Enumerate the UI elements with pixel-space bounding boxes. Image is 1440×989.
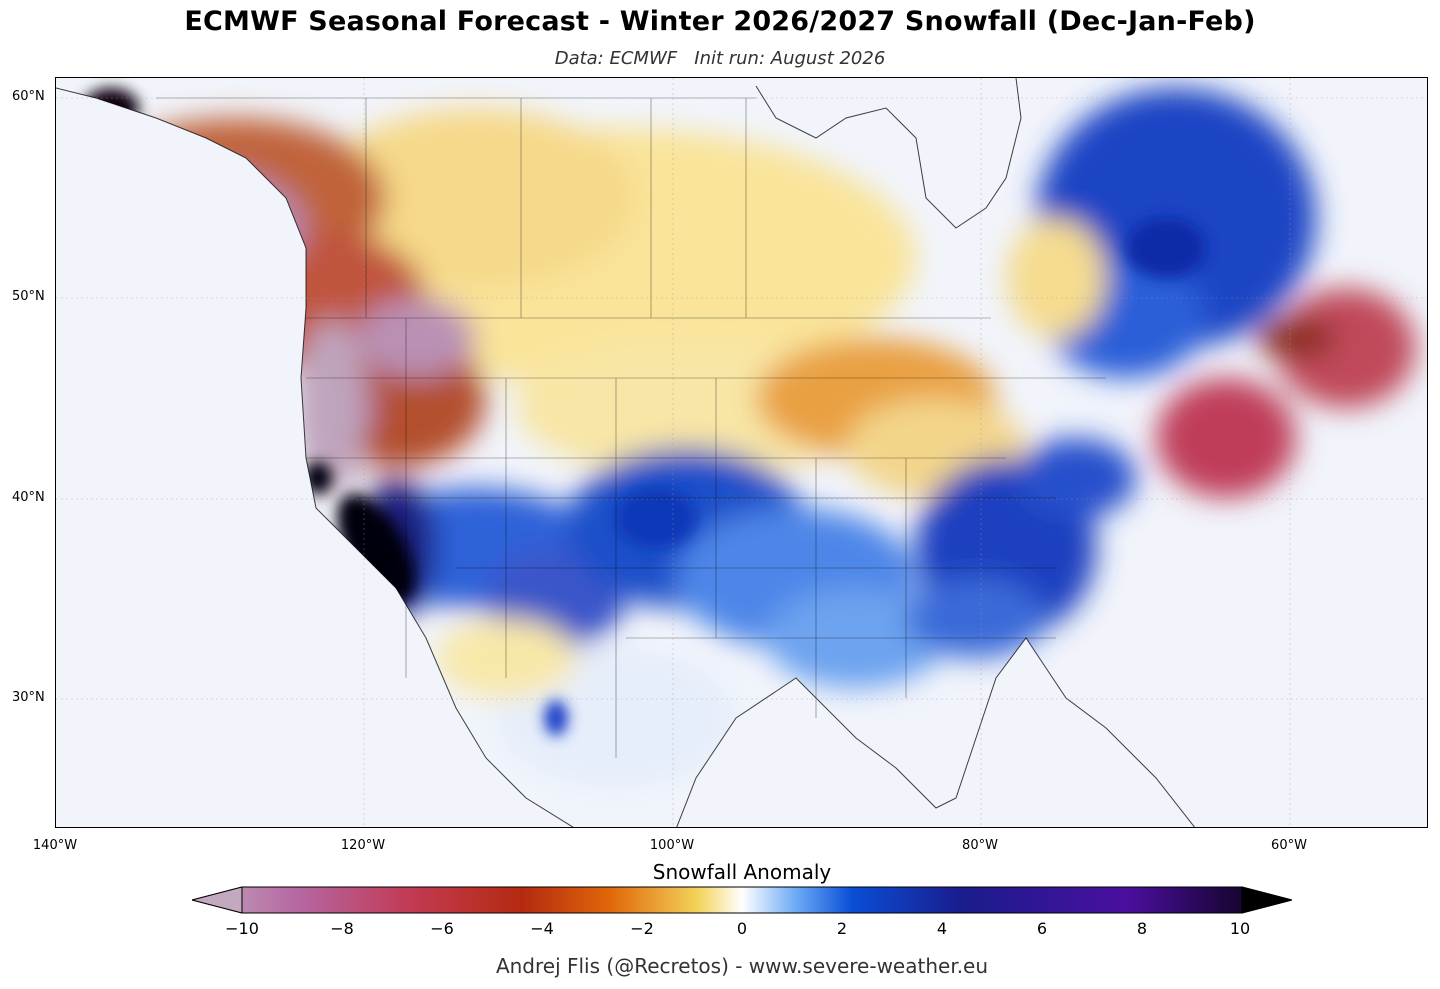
colorbar-tick-label: −6 [430, 919, 454, 938]
lon-label-140w: 140°W [32, 838, 78, 853]
lon-label-60w: 60°W [1271, 838, 1307, 853]
colorbar-tick-label: −10 [225, 919, 259, 938]
lat-label-40n: 40°N [12, 490, 45, 505]
colorbar-tick-label: 2 [836, 919, 848, 938]
colorbar-tick-label: −4 [530, 919, 554, 938]
colorbar-title: Snowfall Anomaly [652, 860, 832, 884]
snowfall-anomaly-map [56, 78, 1427, 827]
colorbar-tick-label: −8 [330, 919, 354, 938]
colorbar [192, 886, 1292, 914]
footer-credit: Andrej Flis (@Recretos) - www.severe-wea… [495, 954, 989, 978]
lat-label-30n: 30°N [12, 690, 45, 705]
map-title: ECMWF Seasonal Forecast - Winter 2026/20… [184, 6, 1256, 37]
colorbar-tick-label: 4 [936, 919, 948, 938]
map-area [55, 77, 1428, 828]
colorbar-tick-label: 0 [736, 919, 748, 938]
colorbar-tick-label: 10 [1229, 919, 1251, 938]
lat-label-50n: 50°N [12, 289, 45, 304]
colorbar-tick-label: 6 [1036, 919, 1048, 938]
colorbar-tick-label: −2 [630, 919, 654, 938]
colorbar-tick-label: 8 [1136, 919, 1148, 938]
lon-label-120w: 120°W [340, 838, 386, 853]
map-subtitle: Data: ECMWF Init run: August 2026 [554, 48, 886, 69]
lat-label-60n: 60°N [12, 89, 45, 104]
lon-label-80w: 80°W [962, 838, 998, 853]
lon-label-100w: 100°W [649, 838, 695, 853]
